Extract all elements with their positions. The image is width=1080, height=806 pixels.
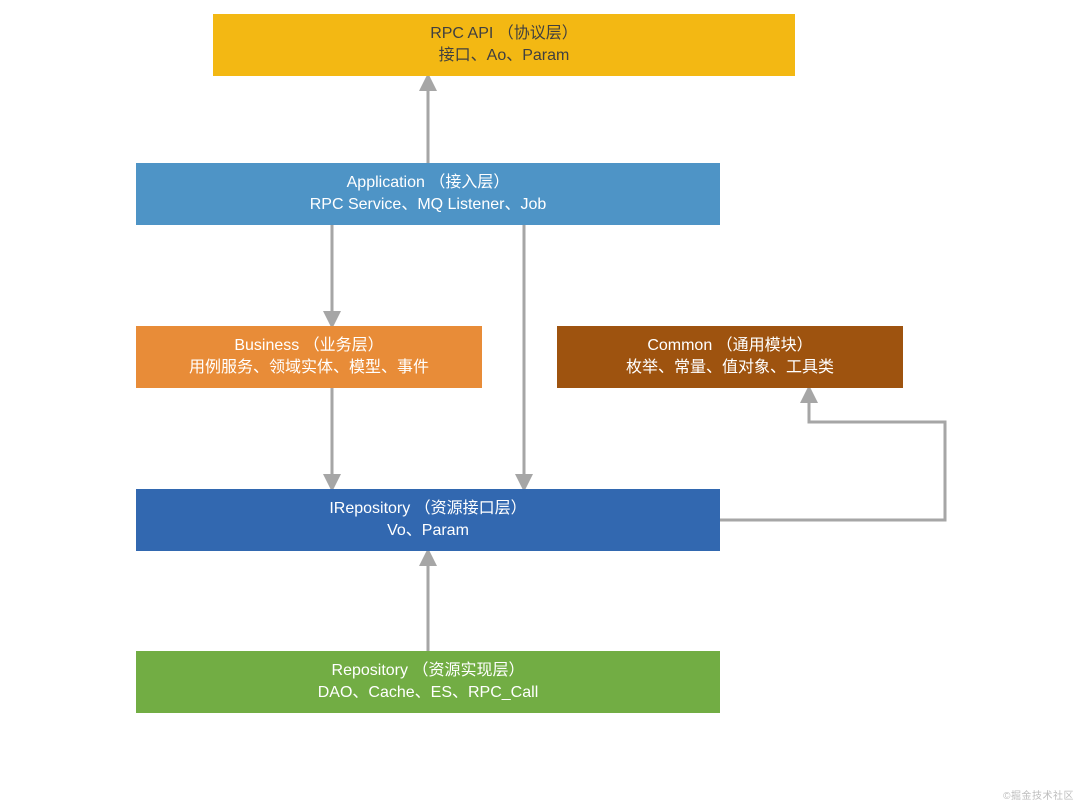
node-title: Application （接入层） [347,172,510,194]
node-subtitle: 接口、Ao、Param [439,45,570,67]
node-title: Repository （资源实现层） [332,660,525,682]
node-title: IRepository （资源接口层） [329,498,526,520]
node-subtitle: RPC Service、MQ Listener、Job [310,194,547,216]
node-subtitle: 用例服务、领域实体、模型、事件 [189,357,429,379]
node-subtitle: 枚举、常量、值对象、工具类 [626,357,834,379]
node-irepository: IRepository （资源接口层） Vo、Param [136,489,720,551]
node-title: Business （业务层） [234,335,383,357]
node-rpc-api: RPC API （协议层） 接口、Ao、Param [213,14,795,76]
node-business: Business （业务层） 用例服务、领域实体、模型、事件 [136,326,482,388]
node-repository: Repository （资源实现层） DAO、Cache、ES、RPC_Call [136,651,720,713]
node-subtitle: DAO、Cache、ES、RPC_Call [318,682,539,704]
node-subtitle: Vo、Param [387,520,469,542]
diagram-canvas: RPC API （协议层） 接口、Ao、Param Application （接… [0,0,1080,806]
node-application: Application （接入层） RPC Service、MQ Listene… [136,163,720,225]
watermark: ©掘金技术社区 [1003,787,1074,802]
node-common: Common （通用模块） 枚举、常量、值对象、工具类 [557,326,903,388]
node-title: Common （通用模块） [647,335,812,357]
node-title: RPC API （协议层） [430,23,578,45]
edge-irepo-to-common [720,388,945,520]
